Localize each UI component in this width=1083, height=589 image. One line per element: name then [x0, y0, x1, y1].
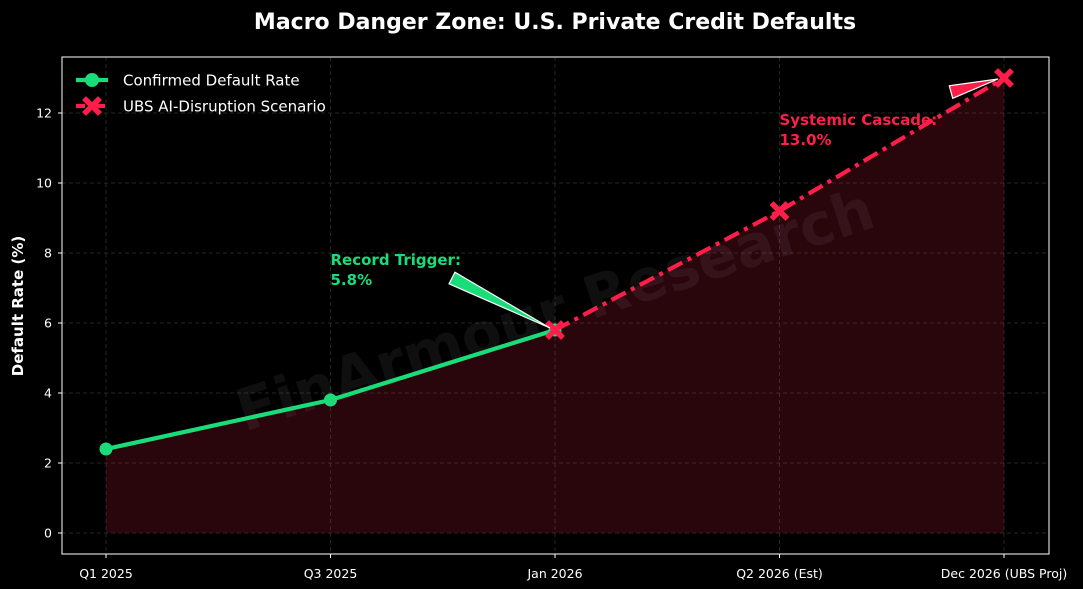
grid: [62, 57, 1049, 554]
annotation-value: 5.8%: [331, 271, 373, 289]
annotation-arrow: [948, 78, 999, 100]
legend-marker: [82, 96, 102, 116]
data-point: [99, 442, 113, 456]
legend-label: UBS AI-Disruption Scenario: [123, 98, 326, 116]
data-point: [545, 320, 565, 340]
x-tick-label: Q1 2025: [79, 566, 133, 581]
data-point: [324, 393, 337, 407]
legend-item: Confirmed Default Rate: [76, 72, 300, 90]
y-tick-label: 8: [44, 246, 52, 261]
y-tick-label: 12: [36, 106, 52, 121]
data-point: [769, 201, 790, 221]
chart-title: Macro Danger Zone: U.S. Private Credit D…: [254, 10, 856, 35]
series: [99, 68, 1014, 456]
plot-area: FinArmour Research Record Trigger:5.8%Sy…: [62, 57, 1049, 554]
y-tick-label: 0: [44, 526, 52, 541]
x-tick-label: Dec 2026 (UBS Proj): [941, 566, 1067, 581]
legend-item: UBS AI-Disruption Scenario: [76, 96, 326, 116]
y-tick-label: 2: [44, 456, 52, 471]
area-fill-shape: [106, 78, 1004, 533]
annotation-arrow: [448, 271, 551, 329]
x-tick-label: Q3 2025: [304, 566, 358, 581]
annotation-label: Record Trigger:: [331, 251, 461, 269]
series-2: [545, 68, 1014, 340]
legend: Confirmed Default Rate UBS AI-Disruption …: [76, 72, 326, 116]
annotation-label: Systemic Cascade:: [780, 111, 938, 129]
y-tick-label: 6: [44, 316, 52, 331]
plot-background: [62, 57, 1049, 554]
y-tick-label: 4: [44, 386, 52, 401]
y-tick-label: 10: [36, 176, 52, 191]
annotation-value: 13.0%: [780, 131, 832, 149]
legend-label: Confirmed Default Rate: [123, 72, 300, 90]
y-axis-label: Default Rate (%): [9, 236, 27, 376]
series-line: [554, 76, 1006, 332]
legend-marker: [85, 73, 99, 87]
area-fill: [106, 78, 1004, 533]
y-axis: 0 2 4 6 8 10 12: [36, 106, 62, 541]
data-point: [994, 68, 1014, 88]
x-tick-label: Q2 2026 (Est): [736, 566, 823, 581]
x-tick-label: Jan 2026: [526, 566, 582, 581]
annotations: Record Trigger: 5.8% Systemic Cascade: 13.0…: [331, 78, 999, 329]
x-axis: Q1 2025 Q3 2025 Jan 2026 Q2 2026 (Est) Dec 2…: [79, 554, 1067, 581]
